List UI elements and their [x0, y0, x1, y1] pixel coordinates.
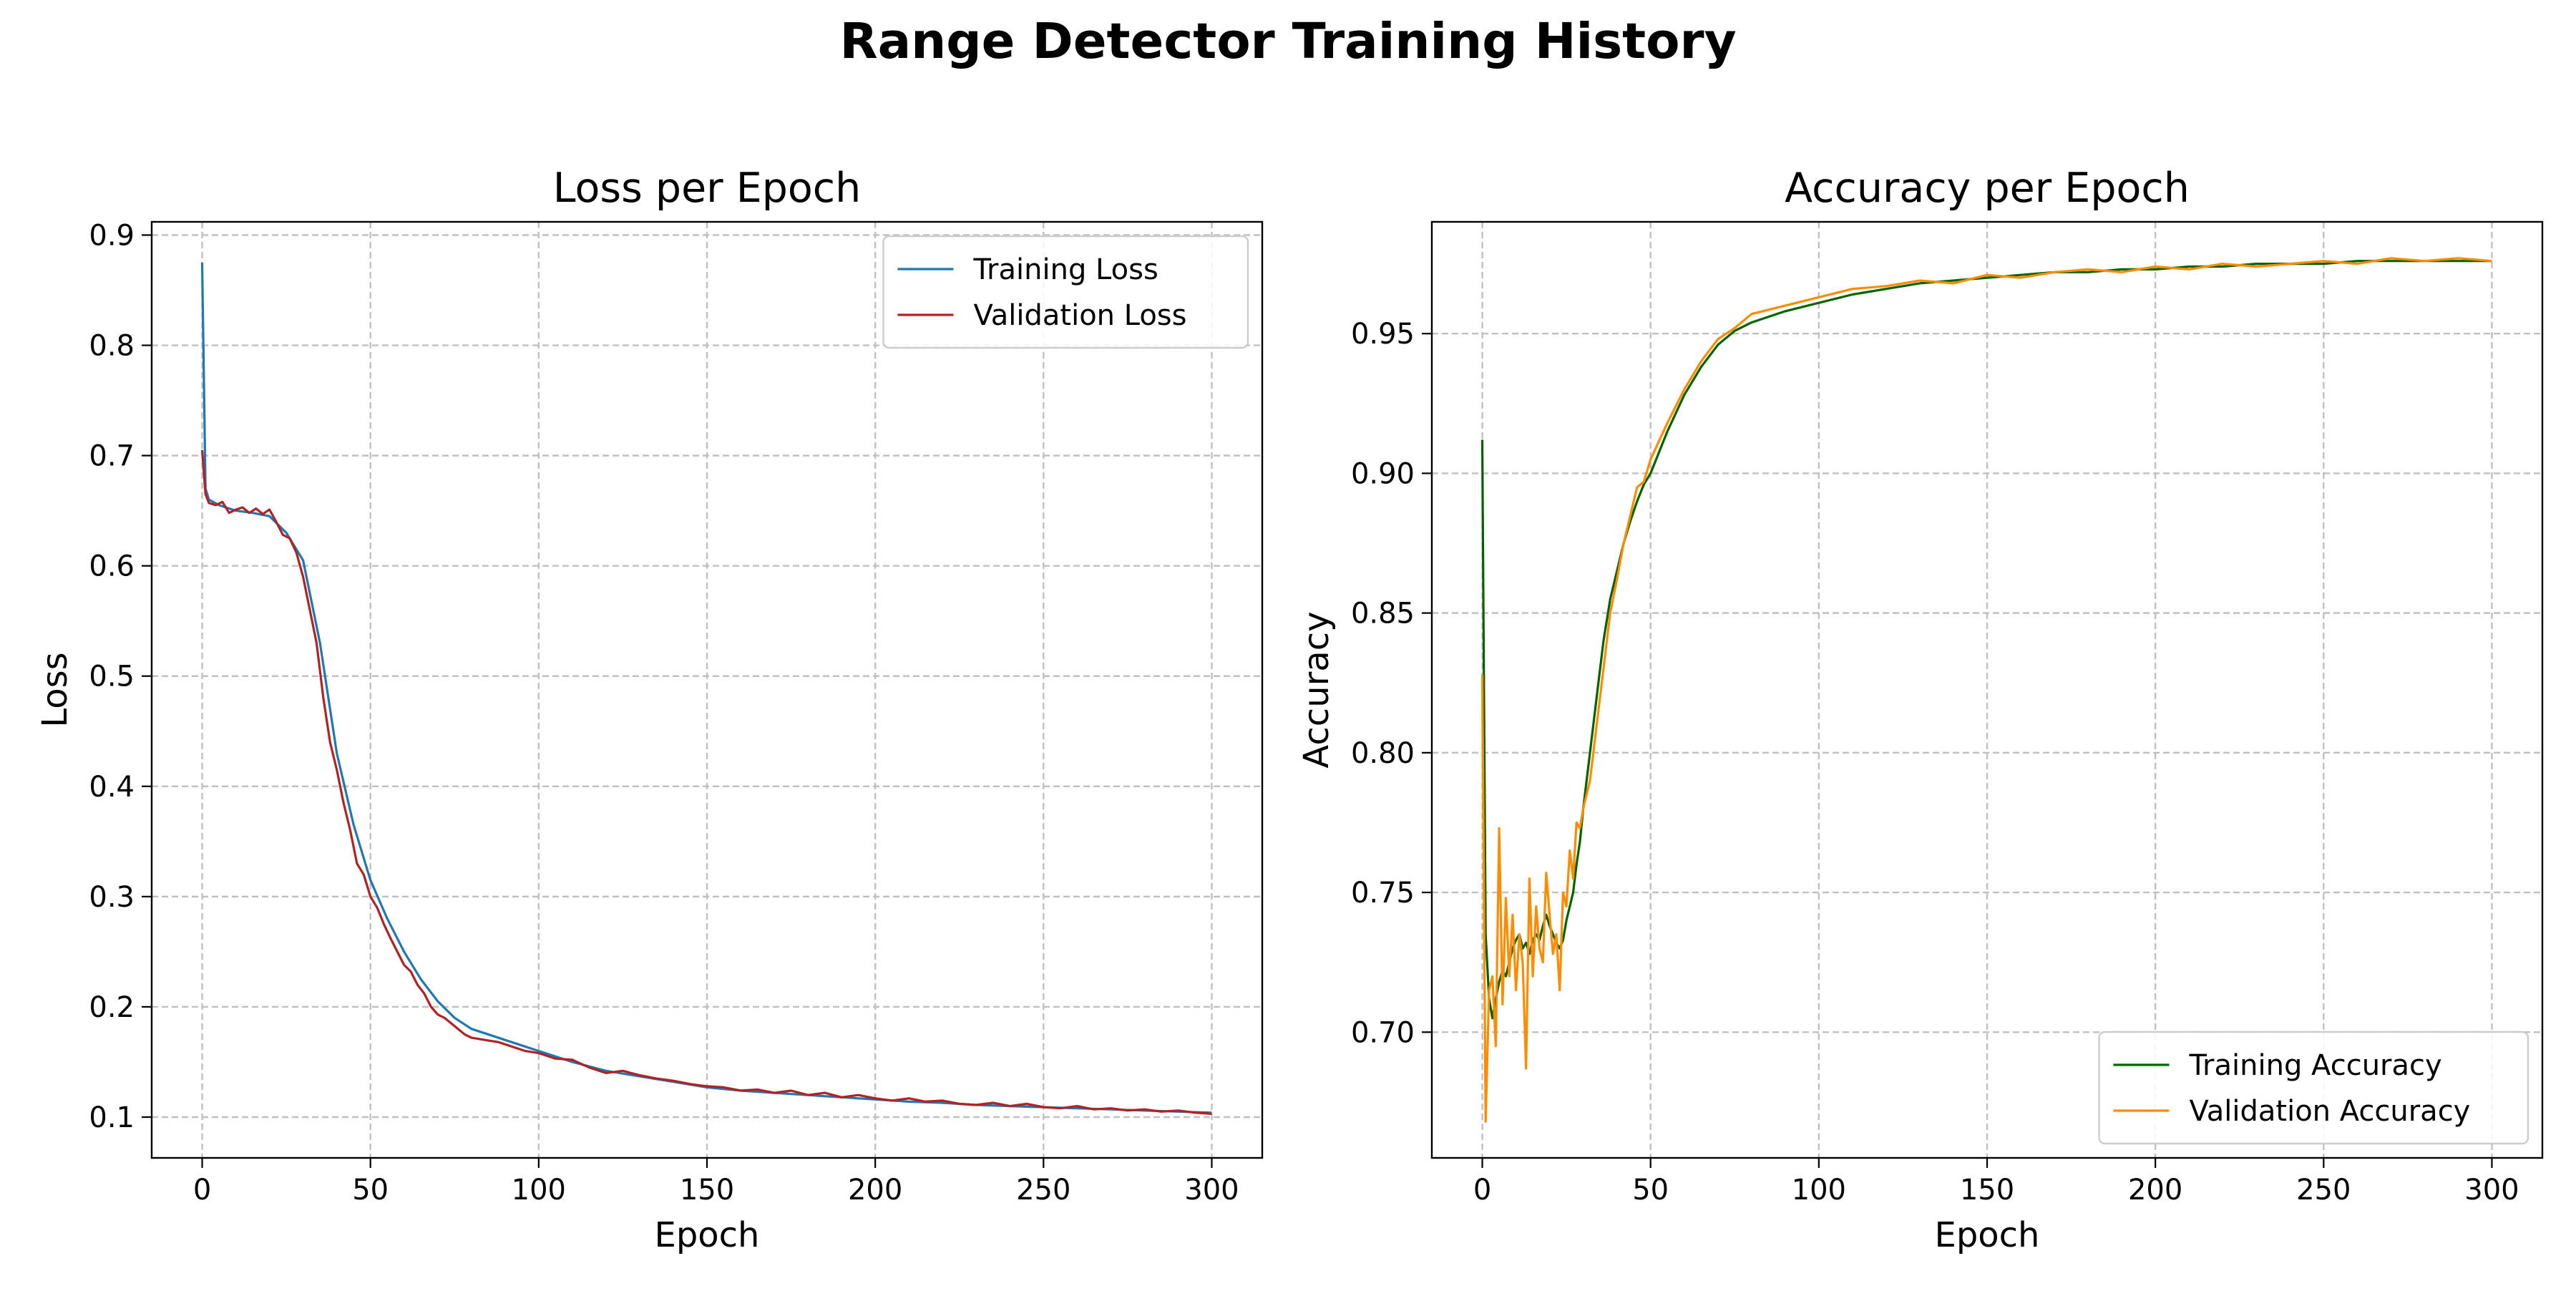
loss-xtick-label-300: 300 — [1184, 1174, 1239, 1207]
accuracy-xtick-label-200: 200 — [2128, 1174, 2182, 1207]
accuracy-xtick-label-250: 250 — [2296, 1174, 2351, 1207]
legend-label-training-accuracy: Training Accuracy — [2189, 1049, 2442, 1082]
series-line-validation-loss — [200, 449, 1212, 1115]
accuracy-ytick-label-0.95: 0.95 — [1351, 318, 1415, 351]
loss-x-axis-label: Epoch — [655, 1215, 760, 1255]
legend-label-training-loss: Training Loss — [973, 253, 1158, 286]
accuracy-chart-title: Accuracy per Epoch — [1785, 165, 2190, 212]
accuracy-axes-frame — [1430, 220, 2544, 1159]
series-line-validation-accuracy — [1480, 257, 2492, 1123]
accuracy-axes: 0 50 100 150 200 250 300 0.70 0.75 0.80 0.85 0.90 0.… — [1297, 165, 2544, 1255]
accuracy-ytick-label-0.85: 0.85 — [1351, 598, 1415, 630]
accuracy-ytick-label-0.75: 0.75 — [1351, 877, 1415, 910]
loss-axes-frame — [150, 220, 1264, 1159]
loss-xtick-label-50: 50 — [352, 1174, 389, 1207]
loss-ytick-label-0.8: 0.8 — [89, 330, 135, 363]
accuracy-ytick-label-0.70: 0.70 — [1351, 1016, 1415, 1049]
loss-ytick-label-0.6: 0.6 — [89, 550, 135, 583]
loss-ytick-label-0.9: 0.9 — [89, 219, 135, 252]
loss-y-axis-label: Loss — [35, 652, 75, 727]
loss-ytick-label-0.3: 0.3 — [89, 881, 135, 914]
accuracy-legend: Training Accuracy Validation Accuracy — [2098, 1031, 2529, 1145]
loss-axes: 0 50 100 150 200 250 300 0.1 0.2 0.3 0.4 0.5 0.6 0.7 0… — [35, 165, 1264, 1255]
accuracy-xtick-label-100: 100 — [1792, 1174, 1846, 1207]
accuracy-ticks: 0 50 100 150 200 250 300 0.70 0.75 0.80 0.85 0.90 0.… — [1351, 318, 2519, 1207]
series-line-training-loss — [200, 262, 1212, 1114]
accuracy-xtick-label-50: 50 — [1632, 1174, 1669, 1207]
loss-ytick-label-0.2: 0.2 — [89, 991, 135, 1024]
accuracy-xtick-label-150: 150 — [1960, 1174, 2014, 1207]
accuracy-x-axis-label: Epoch — [1935, 1215, 2040, 1255]
loss-ytick-label-0.1: 0.1 — [89, 1101, 135, 1134]
loss-xtick-label-100: 100 — [512, 1174, 566, 1207]
loss-xtick-label-0: 0 — [193, 1174, 211, 1207]
loss-xtick-label-200: 200 — [848, 1174, 902, 1207]
loss-grid — [152, 222, 1262, 1158]
loss-ytick-label-0.7: 0.7 — [89, 440, 135, 473]
accuracy-lines — [1480, 257, 2492, 1123]
loss-lines — [200, 262, 1212, 1115]
loss-legend: Training Loss Validation Loss — [882, 235, 1249, 349]
loss-ytick-label-0.5: 0.5 — [89, 661, 135, 693]
loss-xtick-label-250: 250 — [1016, 1174, 1070, 1207]
accuracy-xtick-label-0: 0 — [1473, 1174, 1491, 1207]
accuracy-legend-box — [2098, 1031, 2529, 1145]
figure-title: Range Detector Training History — [839, 13, 1737, 70]
loss-chart-title: Loss per Epoch — [553, 165, 861, 212]
loss-ticks: 0 50 100 150 200 250 300 0.1 0.2 0.3 0.4 0.5 0.6 0.7 0… — [89, 219, 1239, 1207]
accuracy-y-axis-label: Accuracy — [1297, 611, 1337, 768]
legend-label-validation-loss: Validation Loss — [974, 299, 1187, 332]
loss-ytick-label-0.4: 0.4 — [89, 771, 135, 804]
accuracy-ytick-label-0.90: 0.90 — [1351, 457, 1415, 490]
legend-label-validation-accuracy: Validation Accuracy — [2190, 1095, 2471, 1128]
accuracy-ytick-label-0.80: 0.80 — [1351, 737, 1415, 770]
loss-xtick-label-150: 150 — [680, 1174, 734, 1207]
loss-legend-box — [882, 235, 1249, 349]
accuracy-xtick-label-300: 300 — [2464, 1174, 2519, 1207]
